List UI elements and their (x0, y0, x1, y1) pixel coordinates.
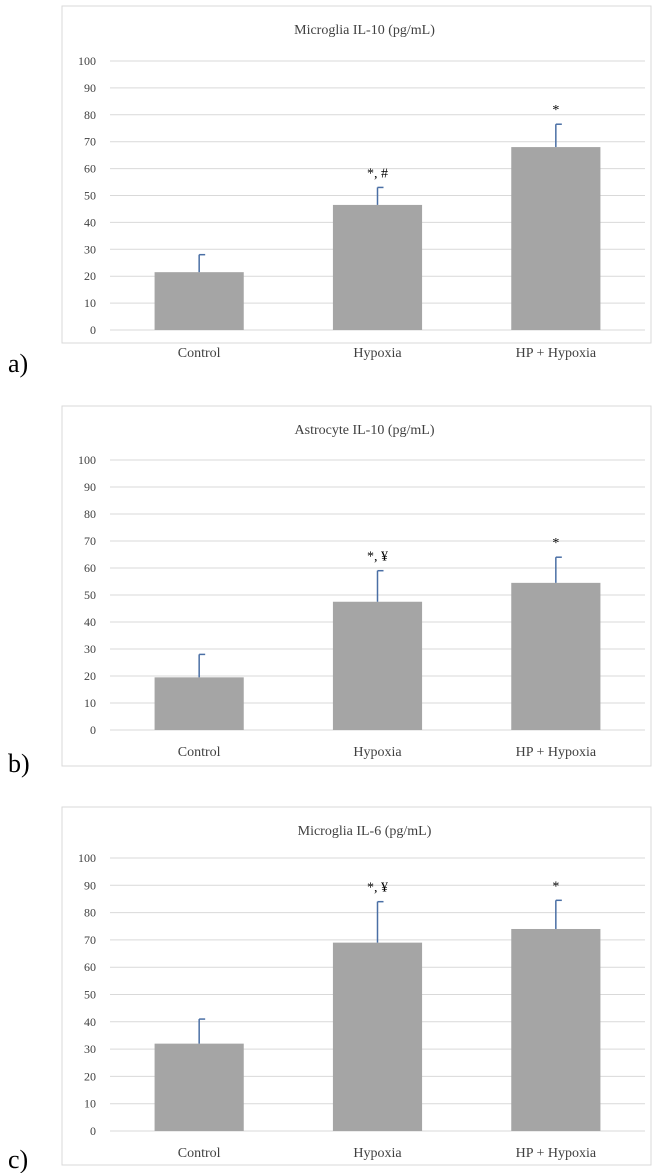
x-category-label: Control (178, 346, 221, 361)
y-tick-label: 80 (84, 906, 96, 920)
y-tick-label: 80 (84, 108, 96, 122)
y-tick-label: 40 (84, 215, 96, 229)
y-tick-label: 0 (90, 1124, 96, 1138)
bar-hypoxia (332, 204, 423, 330)
y-tick-label: 50 (84, 988, 96, 1002)
significance-label: *, # (367, 166, 388, 181)
y-tick-label: 20 (84, 269, 96, 283)
significance-label: * (552, 879, 559, 894)
chart-panel-2: b) Astrocyte IL-10 (pg/mL) 0 10 20 30 40 50 60 70… (8, 405, 652, 778)
y-tick-label: 90 (84, 878, 96, 892)
y-tick-label: 80 (84, 507, 96, 521)
significance-label: * (552, 103, 559, 118)
y-tick-label: 30 (84, 242, 96, 256)
y-tick-label: 20 (84, 1069, 96, 1083)
y-tick-label: 30 (84, 1042, 96, 1056)
chart-panel-3: c) Microglia IL-6 (pg/mL) 0 10 20 30 40 50 60 70 8… (8, 806, 652, 1173)
y-tick-label: 10 (84, 296, 96, 310)
significance-label: *, ¥ (367, 550, 388, 565)
chart-title: Microglia IL-10 (pg/mL) (294, 23, 435, 38)
y-tick-label: 40 (84, 1015, 96, 1029)
bar-hypoxia (332, 942, 423, 1131)
chart-panel-1: a) Microglia IL-10 (pg/mL) 0 10 20 30 40 50 60 70… (8, 5, 652, 378)
y-tick-label: 100 (78, 851, 96, 865)
significance-label: * (552, 536, 559, 551)
x-category-label: Hypoxia (353, 1146, 402, 1161)
y-tick-label: 50 (84, 189, 96, 203)
y-tick-label: 100 (78, 453, 96, 467)
y-tick-label: 40 (84, 615, 96, 629)
bar-control (154, 1043, 244, 1131)
chart-title: Microglia IL-6 (pg/mL) (298, 824, 432, 839)
significance-label: *, ¥ (367, 881, 388, 896)
x-category-label: HP + Hypoxia (516, 745, 597, 760)
y-tick-label: 90 (84, 480, 96, 494)
bar-hp-hypoxia (511, 928, 601, 1131)
bar-hp-hypoxia (511, 147, 601, 330)
y-tick-label: 60 (84, 561, 96, 575)
y-tick-label: 70 (84, 534, 96, 548)
x-category-label: Hypoxia (353, 346, 402, 361)
y-tick-label: 30 (84, 642, 96, 656)
y-tick-label: 60 (84, 960, 96, 974)
y-tick-label: 70 (84, 933, 96, 947)
bar-hypoxia (332, 601, 423, 730)
x-category-label: Control (178, 1146, 221, 1161)
bar-control (154, 677, 244, 730)
y-tick-label: 0 (90, 723, 96, 737)
bar-control (154, 272, 244, 330)
x-category-label: Control (178, 745, 221, 760)
y-tick-label: 100 (78, 54, 96, 68)
y-tick-label: 70 (84, 135, 96, 149)
chart-title: Astrocyte IL-10 (pg/mL) (295, 423, 435, 438)
y-tick-label: 20 (84, 669, 96, 683)
y-tick-label: 60 (84, 162, 96, 176)
panel-label: b) (8, 749, 30, 778)
chart-frame (61, 5, 652, 344)
bar-hp-hypoxia (511, 582, 601, 730)
x-category-label: HP + Hypoxia (516, 346, 597, 361)
x-category-label: HP + Hypoxia (516, 1146, 597, 1161)
chart-frame (61, 405, 652, 767)
y-tick-label: 0 (90, 323, 96, 337)
panel-label: c) (8, 1145, 28, 1173)
panel-label: a) (8, 349, 28, 378)
x-category-label: Hypoxia (353, 745, 402, 760)
y-tick-label: 50 (84, 588, 96, 602)
y-tick-label: 10 (84, 696, 96, 710)
y-tick-label: 90 (84, 81, 96, 95)
y-tick-label: 10 (84, 1097, 96, 1111)
chart-frame (61, 806, 652, 1166)
